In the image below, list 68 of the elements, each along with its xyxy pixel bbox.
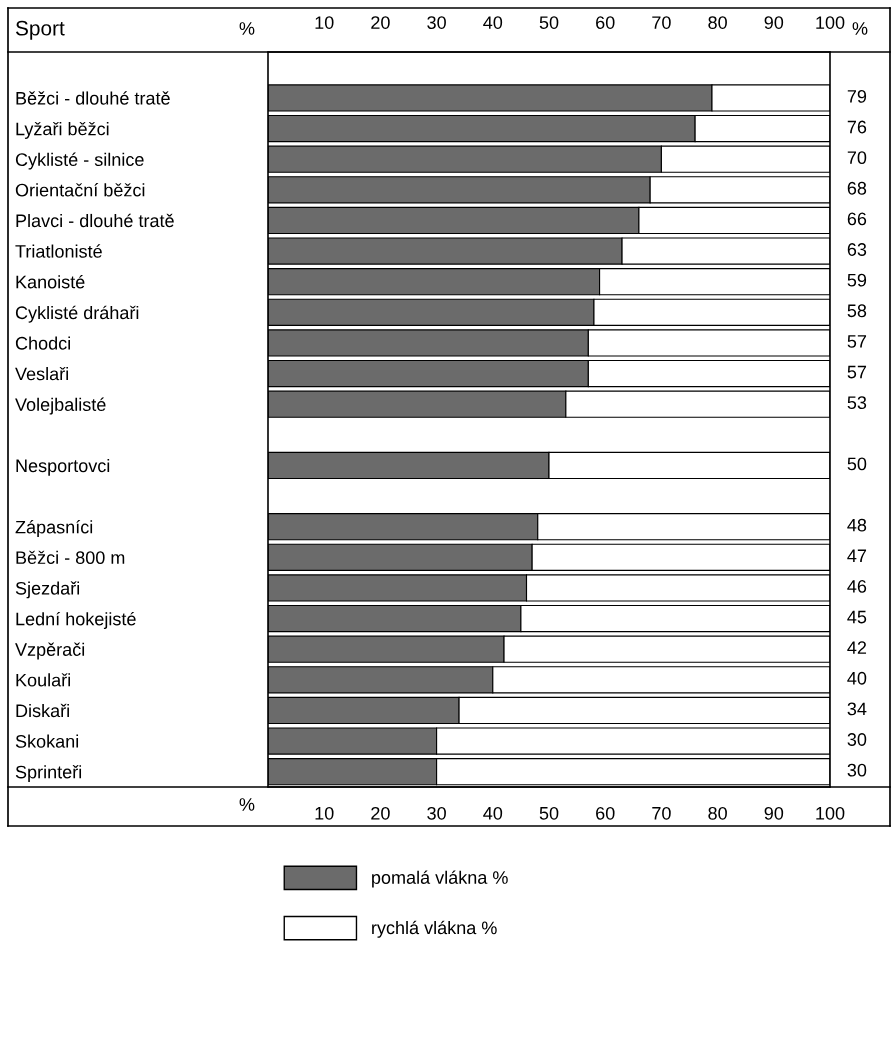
y-tick-label: Zápasníci [15, 520, 93, 538]
data-label: 48 [847, 518, 867, 532]
y-tick-label: Diskaři [16, 703, 69, 718]
x2-tick-label: 100 [816, 16, 845, 29]
data-label: 30 [847, 733, 867, 746]
x-tick-label: 20 [371, 806, 390, 820]
legend-label: rychlá vlákna % [372, 920, 497, 938]
y-tick-label: Sjezdaři [15, 581, 80, 599]
y-tick-label: Cyklisté - silnice [15, 152, 144, 170]
data-label: 42 [847, 641, 867, 654]
x2-tick-label: 70 [652, 16, 671, 29]
y-tick-label: Lední hokejisté [16, 611, 136, 629]
x-tick-label: 80 [708, 806, 727, 820]
y-tick-label: Chodci [15, 336, 70, 350]
y-tick-label: Volejbalisté [15, 397, 106, 415]
data-label: 59 [847, 273, 867, 287]
data-label: 66 [847, 212, 867, 226]
data-label: 63 [847, 243, 867, 256]
data-label: 53 [847, 396, 867, 410]
x-tick-label: 10 [315, 806, 334, 820]
y-tick-label: Sprinteři [15, 765, 82, 783]
x-tick-label: 60 [596, 806, 615, 820]
y-tick-label: Plavci - dlouhé tratě [16, 213, 174, 228]
data-label: 76 [847, 120, 867, 134]
data-label: 46 [847, 580, 867, 593]
x2-tick-label: 40 [483, 16, 503, 29]
y-tick-label: Běžci - 800 m [16, 550, 125, 565]
data-label: 30 [847, 763, 867, 777]
y-tick-label: Koulaři [16, 673, 70, 687]
y-tick-label: Triatlonisté [15, 244, 102, 258]
x2-tick-label: 20 [371, 16, 390, 29]
legend-label: pomalá vlákna % [372, 870, 508, 888]
x-tick-label: 50 [539, 806, 559, 820]
x-tick-label: 90 [764, 806, 784, 820]
x2-tick-label: 10 [315, 16, 334, 29]
text: % [239, 798, 255, 811]
x2-tick-label: 90 [764, 16, 784, 29]
x2-tick-label: 50 [539, 16, 559, 29]
y-tick-label: Běžci - dlouhé tratě [16, 91, 170, 105]
y-tick-label: Skokani [15, 734, 79, 748]
y-tick-label: Kanoisté [16, 274, 85, 289]
x2-tick-label: 80 [708, 16, 727, 29]
data-label: 57 [847, 365, 867, 379]
x-tick-label: 70 [652, 806, 671, 820]
x-tick-label: 30 [427, 806, 446, 820]
data-label: 40 [847, 671, 867, 685]
x-tick-label: 40 [483, 806, 503, 820]
data-label: 50 [847, 457, 867, 471]
y-tick-label: Nesportovci [16, 458, 110, 476]
data-label: 68 [847, 181, 867, 195]
data-label: 47 [847, 549, 867, 562]
text: % [239, 22, 255, 35]
data-label: 58 [847, 304, 867, 318]
y-tick-label: Lyžaři běžci [16, 121, 109, 139]
text: Sport [15, 20, 65, 40]
data-label: 70 [847, 151, 867, 165]
y-tick-label: Cyklisté dráhaři [15, 305, 139, 323]
data-label: 45 [847, 610, 867, 624]
x2-tick-label: 60 [596, 16, 615, 29]
data-label: 57 [847, 335, 867, 348]
data-label: 34 [847, 702, 867, 716]
y-tick-label: Orientační běžci [15, 183, 145, 197]
data-label: 79 [847, 90, 867, 103]
y-tick-label: Vzpěrači [15, 642, 85, 660]
x2-tick-label: 30 [427, 16, 446, 29]
y-tick-label: Veslaři [15, 366, 68, 381]
x-tick-label: 100 [816, 806, 845, 820]
text: % [852, 22, 868, 35]
